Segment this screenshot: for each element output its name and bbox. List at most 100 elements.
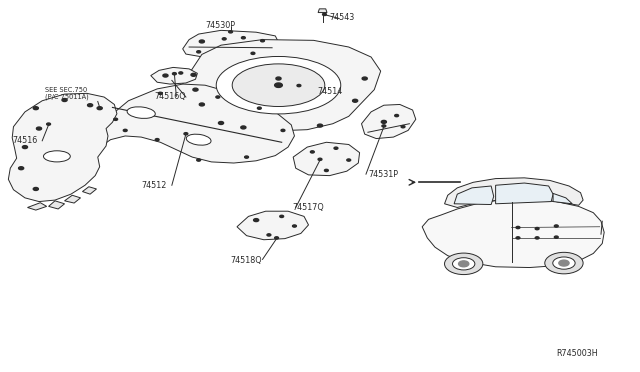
Polygon shape <box>98 84 294 163</box>
Polygon shape <box>495 183 553 204</box>
Circle shape <box>114 118 118 121</box>
Polygon shape <box>422 199 604 267</box>
Circle shape <box>97 107 102 110</box>
Circle shape <box>297 84 301 87</box>
Text: SEE SEC.750
(P/C 75011A): SEE SEC.750 (P/C 75011A) <box>45 87 89 100</box>
Circle shape <box>184 133 188 135</box>
Polygon shape <box>182 31 278 57</box>
Circle shape <box>253 219 259 222</box>
Polygon shape <box>151 67 197 84</box>
Circle shape <box>196 159 200 161</box>
Circle shape <box>535 228 539 230</box>
Polygon shape <box>178 39 381 131</box>
Polygon shape <box>49 201 65 209</box>
Circle shape <box>199 103 204 106</box>
Ellipse shape <box>452 258 475 270</box>
Circle shape <box>156 138 159 141</box>
Circle shape <box>244 156 248 158</box>
Circle shape <box>251 52 255 54</box>
Circle shape <box>47 123 51 125</box>
Ellipse shape <box>186 134 211 145</box>
Polygon shape <box>266 42 282 57</box>
Circle shape <box>19 167 24 170</box>
Circle shape <box>382 125 386 127</box>
Text: 74514: 74514 <box>317 87 342 96</box>
Circle shape <box>179 72 182 74</box>
Circle shape <box>22 145 28 148</box>
Text: 74531P: 74531P <box>368 170 398 179</box>
Circle shape <box>33 107 38 110</box>
Circle shape <box>535 237 539 239</box>
Circle shape <box>159 92 163 94</box>
Ellipse shape <box>127 107 156 118</box>
Ellipse shape <box>44 151 70 162</box>
Polygon shape <box>553 193 572 204</box>
Ellipse shape <box>216 57 340 114</box>
Text: R745003H: R745003H <box>556 349 598 358</box>
Ellipse shape <box>553 257 575 269</box>
Circle shape <box>241 37 245 39</box>
Circle shape <box>260 39 264 42</box>
Circle shape <box>347 159 351 161</box>
Circle shape <box>554 236 558 238</box>
Ellipse shape <box>545 252 583 274</box>
Polygon shape <box>237 211 308 240</box>
Circle shape <box>241 126 246 129</box>
Polygon shape <box>318 9 327 13</box>
Circle shape <box>516 237 520 239</box>
Polygon shape <box>454 186 493 205</box>
Circle shape <box>199 40 204 43</box>
Circle shape <box>88 104 93 107</box>
Circle shape <box>362 77 367 80</box>
Polygon shape <box>28 203 47 210</box>
Circle shape <box>554 225 558 227</box>
Circle shape <box>292 225 296 227</box>
Circle shape <box>459 261 468 267</box>
Polygon shape <box>65 195 81 203</box>
Text: 74518Q: 74518Q <box>230 256 262 264</box>
Circle shape <box>36 127 42 130</box>
Circle shape <box>257 107 261 109</box>
Polygon shape <box>8 93 117 202</box>
Polygon shape <box>293 142 360 176</box>
Circle shape <box>323 13 326 16</box>
Polygon shape <box>445 178 583 208</box>
Circle shape <box>401 126 405 128</box>
Circle shape <box>275 237 278 239</box>
Circle shape <box>516 227 520 229</box>
Circle shape <box>281 129 285 132</box>
Circle shape <box>310 151 314 153</box>
Circle shape <box>173 73 176 75</box>
Circle shape <box>395 115 399 117</box>
Circle shape <box>33 187 38 190</box>
Text: 74516: 74516 <box>12 136 37 145</box>
Circle shape <box>222 38 226 40</box>
Circle shape <box>318 158 322 160</box>
Text: 74512: 74512 <box>141 181 166 190</box>
Circle shape <box>280 215 284 218</box>
Circle shape <box>267 234 271 236</box>
Ellipse shape <box>232 64 324 106</box>
Polygon shape <box>83 187 97 194</box>
Circle shape <box>353 99 358 102</box>
Circle shape <box>191 73 196 76</box>
Circle shape <box>334 147 338 149</box>
Circle shape <box>275 83 282 87</box>
Text: 74543: 74543 <box>329 13 354 22</box>
Text: 74517Q: 74517Q <box>292 203 324 212</box>
Circle shape <box>324 169 328 171</box>
Circle shape <box>276 77 281 80</box>
Circle shape <box>216 96 220 98</box>
Polygon shape <box>362 105 416 138</box>
Circle shape <box>193 88 198 91</box>
Circle shape <box>62 99 67 102</box>
Circle shape <box>317 124 323 127</box>
Circle shape <box>228 31 232 33</box>
Circle shape <box>559 260 569 266</box>
Circle shape <box>218 122 223 125</box>
Text: 74516Q: 74516Q <box>154 92 186 101</box>
Circle shape <box>124 129 127 132</box>
Circle shape <box>196 51 200 53</box>
Ellipse shape <box>445 253 483 275</box>
Text: 74530P: 74530P <box>205 22 235 31</box>
